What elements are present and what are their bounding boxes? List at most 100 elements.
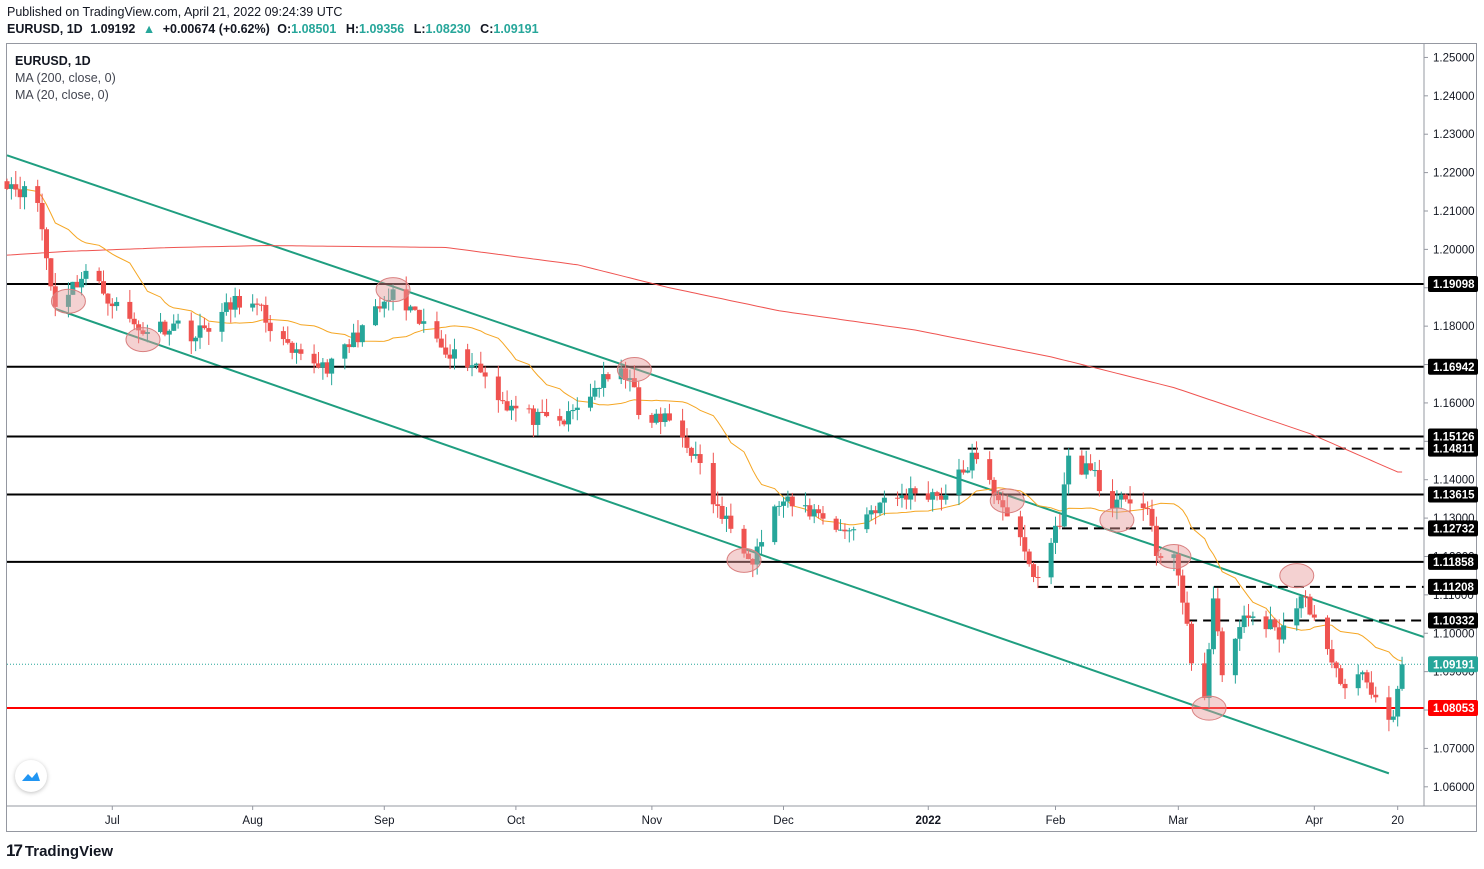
candle-body [1127,499,1133,504]
candle [1114,490,1120,520]
candle [232,287,238,318]
candle-body [39,202,45,230]
candle [1342,678,1348,699]
candle [526,404,532,414]
level-badge-label: 1.08053 [1433,703,1475,715]
candle-body [903,495,909,500]
candle [1246,603,1252,627]
candle [1127,486,1133,512]
candle-body [1241,615,1247,628]
candle [956,458,962,506]
candle [1364,669,1370,689]
candle [136,320,142,344]
candle-body [1232,638,1238,676]
candle-body [1298,596,1304,609]
candle [596,387,602,398]
candle [723,507,729,532]
candle-body [912,488,918,494]
candle [70,281,76,295]
footer-brand[interactable]: 17 TradingView [6,841,113,861]
current-price-badge-bg [1428,656,1478,673]
candle-body [1017,516,1023,538]
level-badge-label: 1.14811 [1433,444,1475,456]
candle-body [13,184,19,190]
candle-body [557,416,563,421]
candle [688,446,694,463]
legend-symbol: EURUSD, 1D [15,54,91,68]
candle-body [938,495,944,500]
candle-body [101,281,107,294]
candle-body [719,505,725,519]
candle-body [899,495,905,499]
time-axis: Jul Aug Sep Oct Nov Dec 2022 Feb Mar Apr 20 [7,805,1476,827]
candle [465,343,471,372]
candle-body [592,387,598,397]
candle [574,397,580,421]
tradingview-cloud-icon[interactable] [15,760,47,792]
price-tick-label: 1.06000 [1433,782,1475,794]
candle-body [1145,508,1151,510]
candle [1066,448,1072,495]
time-tick-label: Feb [1046,815,1066,827]
candle-body [478,363,484,373]
candle [1180,569,1186,615]
candle-body [530,408,536,425]
candle [1017,510,1023,546]
candle [561,419,567,427]
candle [851,526,857,541]
level-badge-label: 1.16942 [1433,362,1475,374]
candle-body [544,411,550,417]
candle [601,361,607,397]
candle-body [995,494,1001,501]
candle-body [1303,596,1309,598]
candle [408,304,414,313]
candle [535,408,541,436]
candle [1386,685,1392,732]
candle-body [1202,663,1208,699]
candle-body [1004,507,1010,517]
candle [745,550,751,560]
candle [48,258,54,291]
candle [846,527,852,543]
candle-body [8,184,14,189]
time-tick-label: Nov [642,815,663,827]
candle-body [280,331,286,340]
highlight-ellipse [1279,563,1315,589]
candle-body [74,281,80,288]
time-tick-label: 20 [1391,815,1404,827]
candle-body [52,286,58,307]
candle [943,484,949,505]
candle [938,487,944,511]
candle [1311,605,1317,621]
candle-body [1114,499,1120,509]
candle-body [359,325,365,343]
candle [421,308,427,333]
candle-body [574,407,580,411]
candle [280,326,286,346]
candle [443,334,449,358]
candle [43,227,49,270]
candle [22,181,28,210]
legend-ma200[interactable]: MA (200, close, 0) [15,71,116,85]
candle-body [1338,668,1344,684]
candle [342,343,348,370]
level-badge-bg [1428,520,1478,537]
time-tick-label: Oct [507,815,526,827]
candle [258,303,264,312]
candle [1110,479,1116,518]
level-badge-bg [1428,612,1478,629]
candle [1184,591,1190,626]
candle-body [1360,672,1366,675]
candle [1022,524,1028,561]
candle-body [294,349,300,353]
candle [605,372,611,382]
legend-ma20[interactable]: MA (20, close, 0) [15,88,109,102]
candle-body [991,479,997,495]
candle [412,306,418,311]
candle [789,492,795,517]
candle [623,361,629,389]
candle [482,366,488,389]
candle [114,297,120,311]
candle [750,558,756,578]
